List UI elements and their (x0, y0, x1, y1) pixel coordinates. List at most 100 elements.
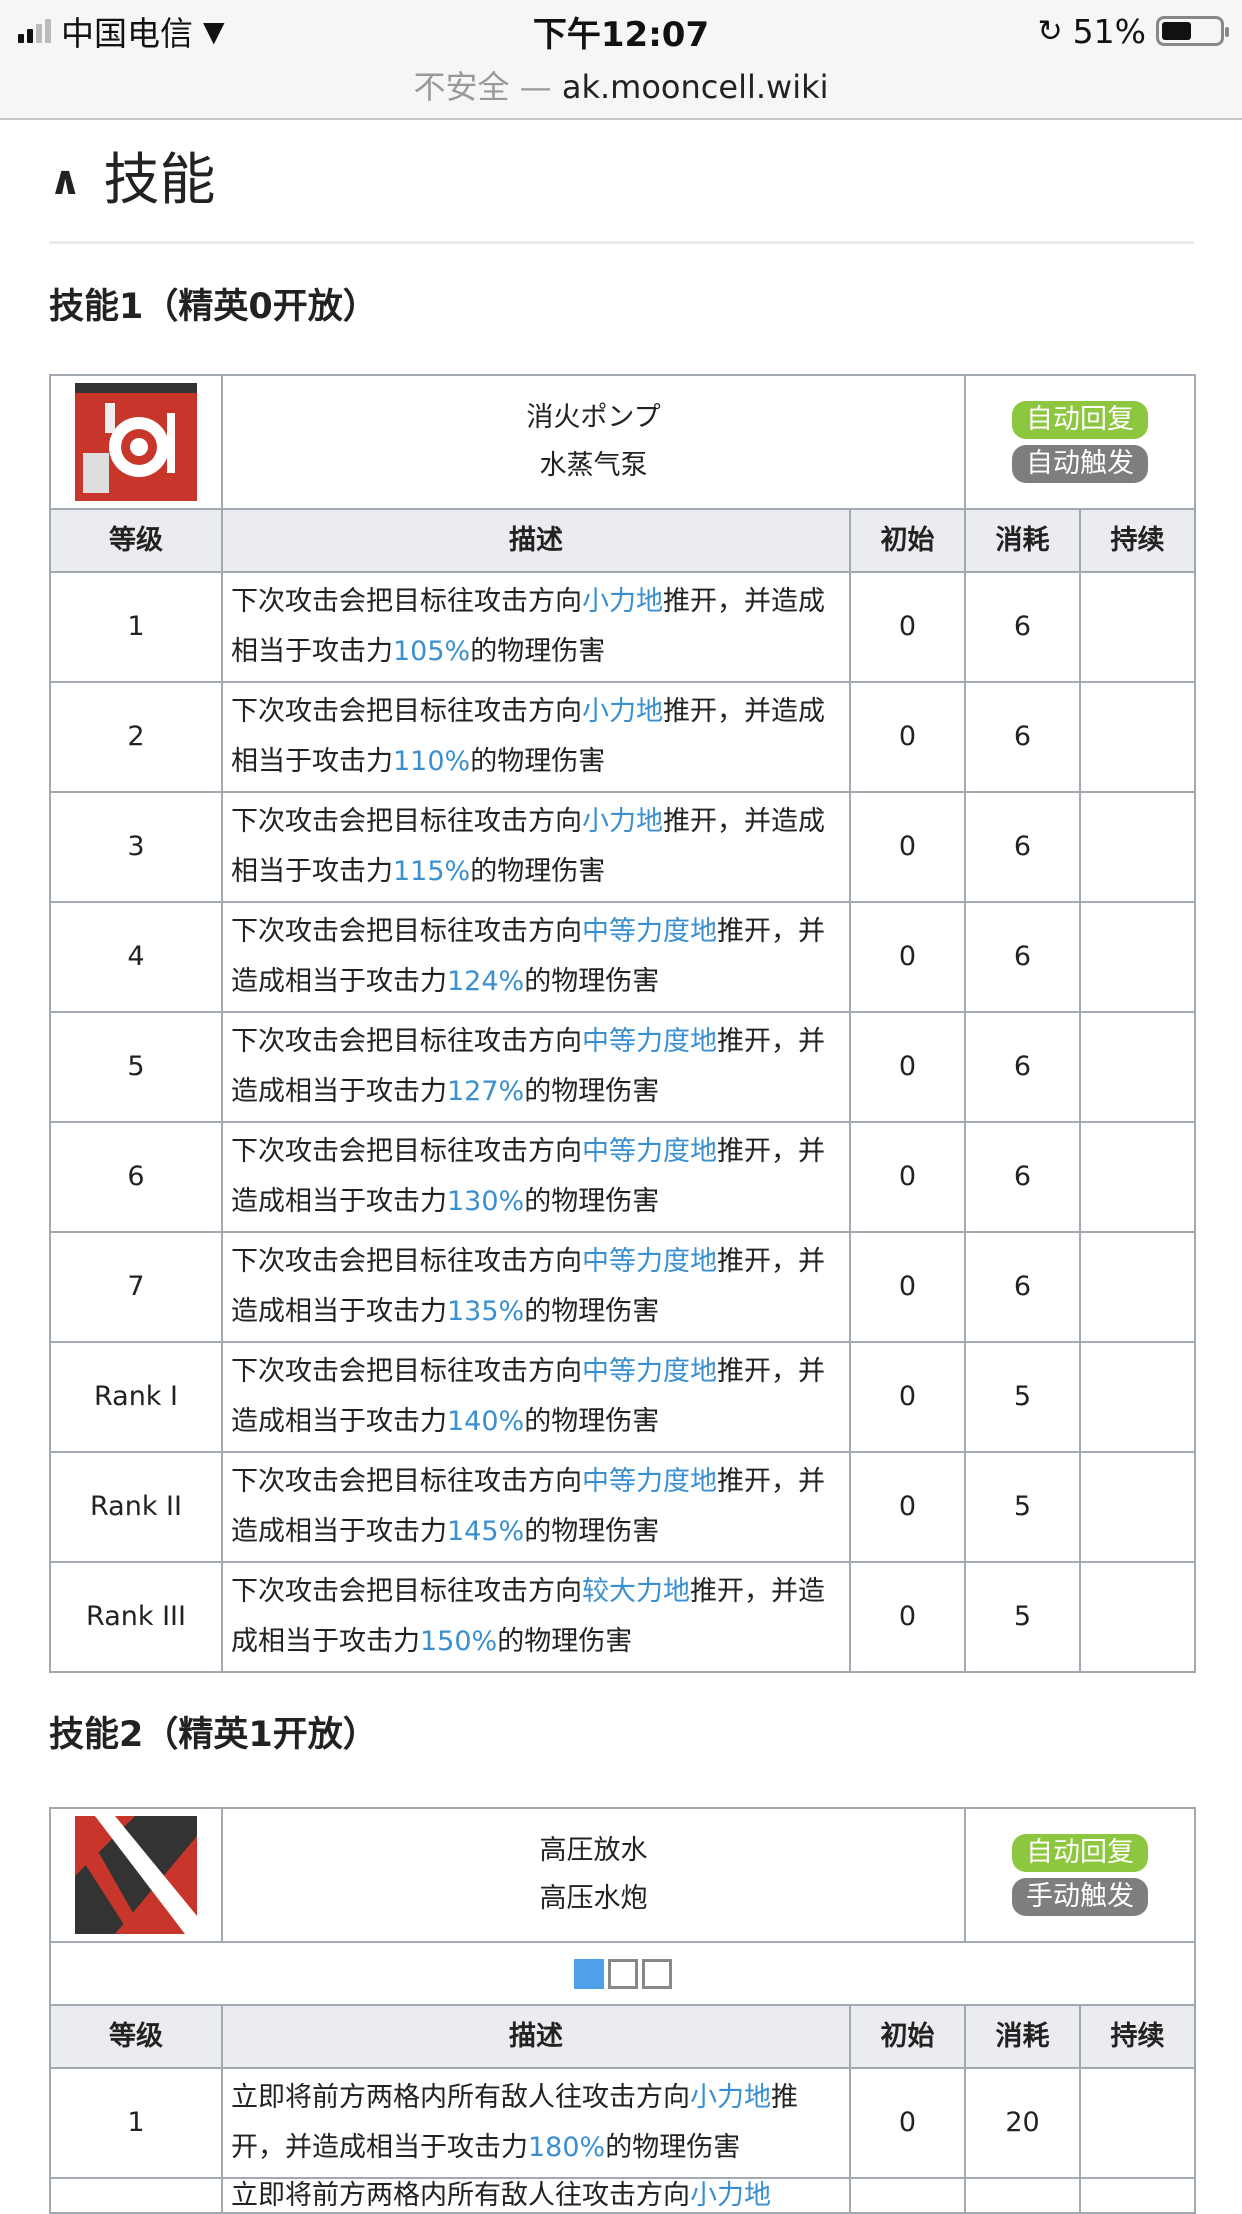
initial-sp-cell: 0 (848, 1561, 967, 1673)
initial-sp-cell: 0 (848, 571, 967, 683)
desc-text: 下次攻击会把目标往攻击方向 (231, 1576, 582, 1607)
description-cell: 下次攻击会把目标往攻击方向中等力度地推开，并造成相当于攻击力135%的物理伤害 (221, 1231, 851, 1343)
desc-highlight-force[interactable]: 中等力度地 (582, 1246, 717, 1277)
desc-text: 下次攻击会把目标往攻击方向 (231, 1246, 582, 1277)
sp-cost-cell: 5 (964, 1561, 1082, 1673)
desc-text: 下次攻击会把目标往攻击方向 (231, 696, 582, 727)
desc-text: 推开，并造成相当于攻击力 (231, 916, 825, 997)
desc-highlight-percent: 145% (447, 1516, 525, 1547)
desc-highlight-percent: 135% (447, 1296, 525, 1327)
skill1-table: 消火ポンプ 水蒸气泵 自动回复 自动触发 等级 描述 初始 消耗 持续 1 下次攻… (49, 374, 1197, 1673)
sp-cost-cell: 6 (964, 681, 1082, 793)
duration-cell (1079, 1561, 1197, 1673)
skill1-icon-cell (49, 374, 223, 510)
desc-highlight-force[interactable]: 小力地 (582, 806, 663, 837)
level-cell: 1 (49, 2067, 223, 2179)
address-bar[interactable]: 不安全 — ak.mooncell.wiki (0, 62, 1242, 112)
initial-sp-cell: 0 (848, 791, 967, 903)
desc-text: 的物理伤害 (524, 1076, 660, 1107)
section-title: 技能 (103, 147, 216, 213)
skill2-name-jp: 高圧放水 (539, 1835, 648, 1866)
skill2-name-cn: 高压水炮 (539, 1883, 648, 1914)
description-cell: 下次攻击会把目标往攻击方向较大力地推开，并造成相当于攻击力150%的物理伤害 (221, 1561, 851, 1673)
desc-text: 推开，并造成相当于攻击力 (231, 1356, 825, 1437)
skill1-name-cn: 水蒸气泵 (539, 450, 648, 481)
desc-highlight-force[interactable]: 小力地 (690, 2180, 771, 2211)
wifi-icon: ▼ (203, 14, 225, 48)
desc-highlight-force[interactable]: 中等力度地 (582, 1136, 717, 1167)
duration-cell (1079, 571, 1197, 683)
desc-highlight-force[interactable]: 中等力度地 (582, 1026, 717, 1057)
table-row: 4 下次攻击会把目标往攻击方向中等力度地推开，并造成相当于攻击力124%的物理伤害… (49, 901, 1197, 1013)
sp-cost-cell: 6 (964, 1121, 1082, 1233)
desc-highlight-percent: 127% (447, 1076, 525, 1107)
level-cell: 2 (49, 681, 223, 793)
desc-text: 的物理伤害 (524, 966, 660, 997)
desc-highlight-percent: 140% (447, 1406, 525, 1437)
chevron-up-icon[interactable]: ∧ (49, 157, 82, 204)
desc-text: 的物理伤害 (605, 2132, 741, 2163)
browser-top-bar: 中国电信 ▼ 下午12:07 ↻ 51% 不安全 — ak.mooncell.w… (0, 0, 1242, 120)
sp-cost-cell: 6 (964, 901, 1082, 1013)
duration-cell (1079, 1451, 1197, 1563)
desc-highlight-force[interactable]: 中等力度地 (582, 1466, 717, 1497)
desc-text: 推开，并造成相当于攻击力 (231, 1576, 825, 1657)
desc-text: 的物理伤害 (470, 636, 606, 667)
col-duration: 持续 (1079, 508, 1197, 573)
duration-cell (1079, 1121, 1197, 1233)
skill2-icon-cell (49, 1807, 223, 1943)
desc-text: 的物理伤害 (524, 1516, 660, 1547)
status-bar: 中国电信 ▼ 下午12:07 ↻ 51% (0, 0, 1242, 62)
insecure-label: 不安全 — (413, 68, 552, 106)
skill2-heading: 技能2（精英1开放） (49, 1715, 378, 1755)
pager-tab-1[interactable] (573, 1959, 604, 1989)
section-header-skills[interactable]: ∧ 技能 (49, 120, 1194, 244)
desc-text: 的物理伤害 (524, 1406, 660, 1437)
initial-sp-cell: 0 (848, 901, 967, 1013)
level-cell: 3 (49, 791, 223, 903)
sp-cost-cell: 6 (964, 791, 1082, 903)
desc-highlight-force[interactable]: 小力地 (582, 586, 663, 617)
desc-text: 的物理伤害 (470, 746, 606, 777)
trigger-tag: 手动触发 (1012, 1878, 1148, 1916)
pager-tab-3[interactable] (641, 1959, 672, 1989)
col-initial: 初始 (848, 508, 967, 573)
pager-tab-2[interactable] (607, 1959, 638, 1989)
desc-highlight-percent: 105% (393, 636, 471, 667)
initial-sp-cell: 0 (848, 1231, 967, 1343)
desc-highlight-percent: 150% (420, 1626, 498, 1657)
skill1-tags-cell: 自动回复 自动触发 (964, 374, 1197, 510)
description-cell: 下次攻击会把目标往攻击方向小力地推开，并造成相当于攻击力115%的物理伤害 (221, 791, 851, 903)
desc-text: 下次攻击会把目标往攻击方向 (231, 1466, 582, 1497)
skill1-pump-icon (75, 383, 197, 501)
skill2-tags-cell: 自动回复 手动触发 (964, 1807, 1196, 1943)
desc-text: 的物理伤害 (524, 1186, 660, 1217)
desc-text: 推开，并造成相当于攻击力 (231, 1026, 825, 1107)
table-row: 7 下次攻击会把目标往攻击方向中等力度地推开，并造成相当于攻击力135%的物理伤害… (49, 1231, 1197, 1343)
desc-text: 下次攻击会把目标往攻击方向 (231, 1356, 582, 1387)
level-cell: Rank II (49, 1451, 223, 1563)
desc-highlight-force[interactable]: 小力地 (690, 2082, 771, 2113)
desc-text: 的物理伤害 (470, 856, 606, 887)
desc-text: 立即将前方两格内所有敌人往攻击方向 (231, 2082, 690, 2113)
desc-highlight-force[interactable]: 中等力度地 (582, 1356, 717, 1387)
level-cell: Rank I (49, 1341, 223, 1453)
duration-cell (1079, 901, 1197, 1013)
desc-text: 的物理伤害 (497, 1626, 633, 1657)
table-row: 1 立即将前方两格内所有敌人往攻击方向小力地推开，并造成相当于攻击力180%的物理… (49, 2067, 1196, 2179)
desc-text: 下次攻击会把目标往攻击方向 (231, 806, 582, 837)
desc-highlight-force[interactable]: 中等力度地 (582, 916, 717, 947)
desc-text: 下次攻击会把目标往攻击方向 (231, 1026, 582, 1057)
skill2-pager (49, 1941, 1196, 2006)
description-cell: 下次攻击会把目标往攻击方向中等力度地推开，并造成相当于攻击力130%的物理伤害 (221, 1121, 851, 1233)
desc-highlight-percent: 180% (528, 2132, 606, 2163)
description-cell: 立即将前方两格内所有敌人往攻击方向小力地推开，并造成相当于攻击力180%的物理伤… (221, 2067, 851, 2179)
description-cell: 下次攻击会把目标往攻击方向小力地推开，并造成相当于攻击力105%的物理伤害 (221, 571, 851, 683)
table-row: 2 下次攻击会把目标往攻击方向小力地推开，并造成相当于攻击力110%的物理伤害 0 6 (49, 681, 1197, 793)
domain-label: ak.mooncell.wiki (561, 68, 829, 106)
desc-highlight-force[interactable]: 较大力地 (582, 1576, 690, 1607)
initial-sp-cell: 0 (848, 681, 967, 793)
desc-highlight-force[interactable]: 小力地 (582, 696, 663, 727)
table-row: Rank II 下次攻击会把目标往攻击方向中等力度地推开，并造成相当于攻击力145… (49, 1451, 1197, 1563)
carrier-label: 中国电信 (61, 14, 193, 53)
